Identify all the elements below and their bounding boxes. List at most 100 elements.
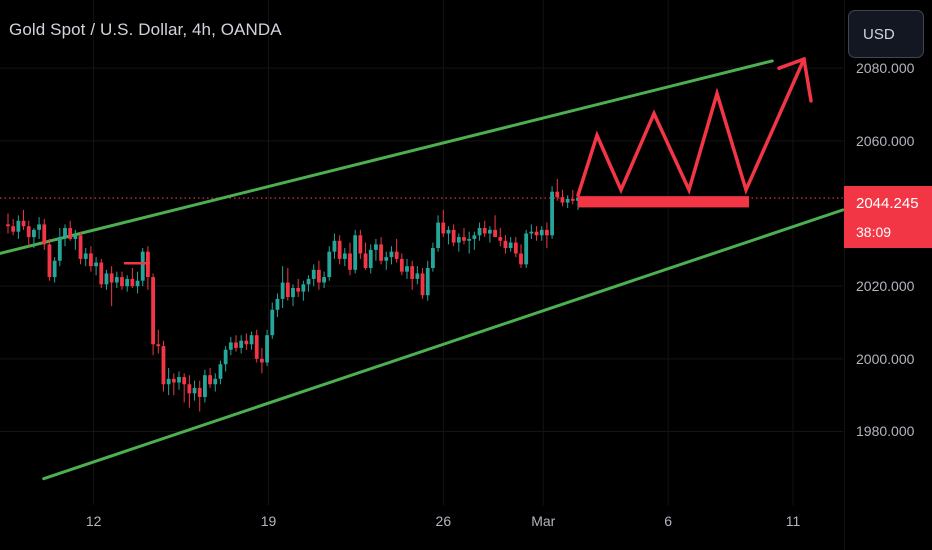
candle-body <box>203 375 207 397</box>
time-tick-label: Mar <box>531 513 556 529</box>
candle-body <box>368 249 373 268</box>
candle-body <box>291 287 295 298</box>
candle <box>358 229 363 259</box>
candle <box>260 347 264 374</box>
candle <box>6 213 10 234</box>
candle-body <box>47 244 52 278</box>
candle <box>192 380 197 401</box>
candle-body <box>488 229 492 234</box>
candle-body <box>218 364 223 379</box>
candle <box>135 271 140 294</box>
candle-body <box>456 237 461 243</box>
time-tick-label: 6 <box>664 513 673 529</box>
candle-body <box>389 251 394 258</box>
candle <box>151 273 155 356</box>
candle-body <box>493 229 497 238</box>
candle <box>57 228 62 267</box>
candle-body <box>83 253 88 259</box>
candle-body <box>296 287 301 292</box>
candle-body <box>451 229 456 243</box>
candle <box>513 237 518 258</box>
candle <box>301 280 306 301</box>
candle <box>529 224 534 239</box>
candle <box>306 275 311 292</box>
candle <box>114 271 119 288</box>
candle-body <box>524 233 529 265</box>
candle <box>228 337 233 356</box>
candle <box>244 333 249 350</box>
chart-title: Gold Spot / U.S. Dollar, 4h, OANDA <box>9 20 282 39</box>
candle-body <box>270 309 275 336</box>
candle-body <box>394 251 399 259</box>
candle-body <box>363 253 368 268</box>
currency-button[interactable]: USD <box>848 10 924 58</box>
candle-body <box>482 228 487 234</box>
candle-body <box>114 277 119 283</box>
candle-body <box>311 269 316 279</box>
candle-body <box>519 253 523 265</box>
candle-body <box>342 253 347 259</box>
candle-body <box>477 228 482 236</box>
candle <box>166 367 171 396</box>
candle <box>405 258 409 279</box>
candle-body <box>21 220 26 227</box>
candle <box>524 229 529 268</box>
candle-body <box>508 242 513 249</box>
candle <box>99 258 104 288</box>
candle <box>177 371 181 390</box>
candle <box>498 228 503 247</box>
candle-body <box>374 244 378 250</box>
candle <box>285 267 290 301</box>
candle-body <box>63 228 67 238</box>
candle <box>140 248 145 287</box>
candle <box>171 373 176 396</box>
candle <box>322 271 326 288</box>
candle <box>503 235 508 254</box>
support-box <box>578 196 749 208</box>
candle <box>337 235 342 265</box>
candle-body <box>171 378 176 383</box>
candle-body <box>161 346 166 385</box>
projection-drawing[interactable] <box>124 56 813 265</box>
candle <box>534 226 539 241</box>
candle <box>125 275 130 292</box>
candle-body <box>234 342 238 348</box>
price-tick-label: 1980.000 <box>856 423 915 440</box>
channel-line-lower <box>42 208 845 481</box>
candle-body <box>441 222 446 234</box>
candlestick-series[interactable] <box>6 178 580 412</box>
candle <box>218 360 223 385</box>
candle <box>389 246 394 265</box>
trend-channel[interactable] <box>0 59 845 481</box>
price-tick-label: 2080.000 <box>856 60 915 77</box>
candle <box>94 257 98 276</box>
candle <box>275 293 280 318</box>
candle <box>399 253 404 276</box>
candle <box>425 260 430 301</box>
candle-body <box>539 229 544 236</box>
candle <box>254 329 259 363</box>
candle-body <box>534 231 539 236</box>
candle-body <box>120 277 124 287</box>
candle <box>482 220 487 238</box>
candle-body <box>37 224 41 230</box>
candle <box>431 242 435 272</box>
candle <box>42 218 47 250</box>
candle <box>342 248 347 267</box>
candle <box>239 335 244 354</box>
candle-body <box>223 349 228 365</box>
candle-body <box>244 340 249 345</box>
candle-body <box>68 228 73 239</box>
candle <box>451 224 456 247</box>
candle <box>11 218 16 236</box>
candle <box>182 373 187 403</box>
candle <box>203 369 207 403</box>
candle <box>555 178 560 201</box>
channel-line-upper <box>0 59 774 255</box>
candle-body <box>16 220 21 232</box>
candle <box>560 189 565 207</box>
candle <box>363 242 368 270</box>
candle <box>436 215 440 252</box>
candle <box>467 231 472 254</box>
